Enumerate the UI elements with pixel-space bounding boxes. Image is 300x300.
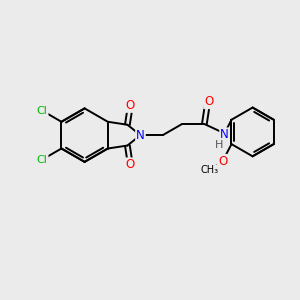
Text: H: H <box>215 140 224 150</box>
Text: CH₃: CH₃ <box>200 165 218 175</box>
Text: O: O <box>204 95 213 108</box>
Text: N: N <box>136 129 145 142</box>
Text: O: O <box>218 155 227 168</box>
Text: O: O <box>126 99 135 112</box>
Text: O: O <box>126 158 135 171</box>
Text: Cl: Cl <box>37 155 48 165</box>
Text: N: N <box>220 128 229 141</box>
Text: Cl: Cl <box>37 106 48 116</box>
